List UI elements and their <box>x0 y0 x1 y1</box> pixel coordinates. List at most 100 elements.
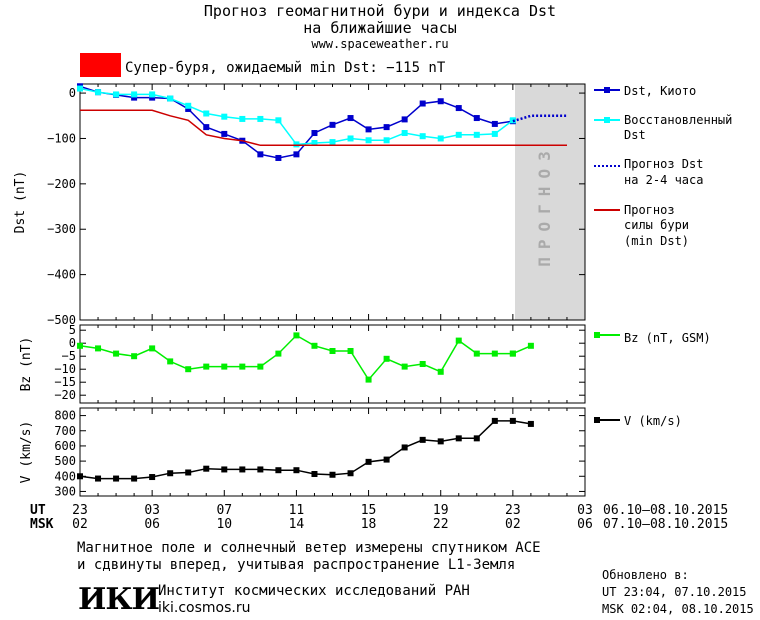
legend-storm-2: силы бури <box>624 218 689 232</box>
dst-ytick-label: 0 <box>69 86 76 100</box>
v-series-0-point <box>491 417 498 424</box>
bz-series-0-point <box>113 350 120 357</box>
dst-series-1-point <box>221 113 228 120</box>
dst-series-0-point <box>185 105 192 112</box>
bz-series-0-point <box>437 368 444 375</box>
bz-series-1-point <box>509 350 516 357</box>
page-subtitle: на ближайшие часы <box>303 19 457 37</box>
bz-ytick-label: −5 <box>62 349 76 363</box>
bz-series-0-point <box>383 355 390 362</box>
v-series-0-point <box>311 471 318 477</box>
v-series-0-point <box>401 444 408 451</box>
v-series-0-point <box>149 474 156 481</box>
legend-recon-2: Dst <box>624 128 646 142</box>
dst-series-0-point <box>203 124 210 131</box>
v-series-0-point <box>509 417 516 424</box>
bz-series-0-point <box>257 363 264 370</box>
dst-series-1-point <box>131 91 138 98</box>
bz-series-0-point <box>239 363 246 370</box>
dst-series-1-point <box>311 140 318 146</box>
dst-series-0-point <box>149 94 156 101</box>
bz-series-1-point <box>527 342 534 349</box>
dst-series-1-point <box>293 141 300 148</box>
bz-series-0-point <box>311 342 318 349</box>
bz-series-0-point <box>293 332 300 339</box>
dst-panel-frame <box>79 83 586 321</box>
dst-series-1-point <box>383 137 390 144</box>
v-series-0-point <box>329 471 336 478</box>
dst-series-0-point <box>383 124 390 131</box>
bz-ytick-label: 0 <box>69 336 76 350</box>
ut-tick-label: 23 <box>505 503 521 518</box>
v-series-0-point <box>239 466 246 473</box>
dst-series-1-point <box>491 130 498 137</box>
institute-name: Институт космических исследований РАН <box>158 583 470 599</box>
ut-tick-label: 19 <box>433 503 449 518</box>
dst-series-0-point <box>473 115 480 122</box>
page-title: Прогноз геомагнитной бури и индекса Dst <box>203 2 557 20</box>
dst-series-1-point <box>239 115 246 122</box>
bz-series-0-point <box>275 350 282 357</box>
dst-series-1-point <box>203 110 210 117</box>
institute-site[interactable]: iki.cosmos.ru <box>158 600 251 616</box>
dst-series-0-point <box>221 130 228 137</box>
v-series-0-point <box>419 436 426 443</box>
dst-ytick-label: −200 <box>47 177 76 191</box>
bz-series-0-point <box>77 342 83 349</box>
legend-forecast-1: Прогноз Dst <box>624 157 703 171</box>
legend-storm-1: Прогноз <box>624 203 675 217</box>
v-ytick-label: 400 <box>54 469 76 483</box>
bz-series-0-point <box>347 348 354 354</box>
dst-ytick-label: −500 <box>47 313 76 327</box>
msk-tick-label: 10 <box>216 517 232 532</box>
dst-series-0-point <box>293 151 300 158</box>
dst-series-3-line <box>80 109 567 147</box>
bz-series-0-line <box>79 334 513 381</box>
note-line-1: Магнитное поле и солнечный ветер измерен… <box>77 540 541 556</box>
msk-tick-label: 06 <box>577 517 593 532</box>
bz-series-0-point <box>491 350 498 357</box>
bz-series-0-point <box>185 366 192 373</box>
legend-bz-marker <box>594 332 600 338</box>
updated-label: Обновлено в: <box>602 568 689 582</box>
dst-series-1-point <box>257 115 264 122</box>
dst-series-0-point <box>131 94 138 101</box>
v-series-0-point <box>455 435 462 442</box>
msk-tick-label: 14 <box>289 517 305 532</box>
msk-label: MSK <box>30 517 54 532</box>
msk-tick-label: 02 <box>72 517 88 532</box>
bz-series-0-point <box>365 376 372 383</box>
v-series-0-point <box>293 467 300 474</box>
dst-series-0-point <box>275 154 282 161</box>
alert-text: Супер-буря, ожидаемый min Dst: −115 nT <box>125 60 446 76</box>
msk-tick-label: 22 <box>433 517 449 532</box>
legend-v: V (km/s) <box>624 414 682 428</box>
bz-series-0-point <box>473 350 480 357</box>
legend-recon-1: Восстановленный <box>624 113 732 127</box>
legend-bz: Bz (nT, GSM) <box>624 331 711 345</box>
dst-axis-label: Dst (nT) <box>13 171 28 234</box>
ut-tick-label: 03 <box>577 503 593 518</box>
dst-series-1-point <box>275 117 282 124</box>
bz-ytick-label: −15 <box>54 375 76 389</box>
v-series-0-point <box>131 475 138 482</box>
legend-storm-3: (min Dst) <box>624 234 689 248</box>
source-url[interactable]: www.spaceweather.ru <box>311 37 449 51</box>
bz-ytick-label: −20 <box>54 388 76 402</box>
dst-series-0-point <box>329 121 336 128</box>
dst-series-1-point <box>365 137 372 144</box>
legend-dst: Dst, Киото <box>624 84 696 98</box>
ut-range: 06.10–08.10.2015 <box>603 503 728 518</box>
bz-ytick-label: 5 <box>69 323 76 337</box>
updated-msk: MSK 02:04, 08.10.2015 <box>602 602 754 616</box>
bz-series-0-point <box>329 348 336 354</box>
legend-recon-marker <box>604 117 610 123</box>
v-axis-label: V (km/s) <box>19 421 34 484</box>
v-series-0-point <box>347 470 354 477</box>
v-series-0-point <box>95 475 102 482</box>
ut-tick-label: 07 <box>216 503 232 518</box>
msk-tick-label: 06 <box>144 517 160 532</box>
v-ytick-label: 700 <box>54 424 76 438</box>
dst-series-0-point <box>311 130 318 137</box>
dst-series-0-point <box>347 115 354 122</box>
